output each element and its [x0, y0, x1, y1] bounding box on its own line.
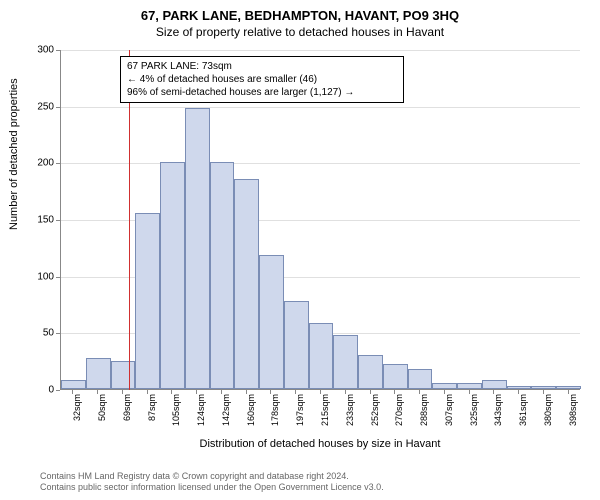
y-tick-mark	[56, 390, 60, 391]
x-tick-label: 288sqm	[419, 394, 429, 434]
info-line-3: 96% of semi-detached houses are larger (…	[127, 86, 397, 99]
grid-line	[61, 163, 580, 164]
x-tick-label: 160sqm	[246, 394, 256, 434]
x-tick-label: 343sqm	[493, 394, 503, 434]
bar	[531, 386, 556, 389]
y-tick-mark	[56, 333, 60, 334]
y-tick-mark	[56, 277, 60, 278]
page-title: 67, PARK LANE, BEDHAMPTON, HAVANT, PO9 3…	[0, 0, 600, 23]
bar	[86, 358, 111, 389]
bar	[135, 213, 160, 389]
x-tick-label: 50sqm	[97, 394, 107, 434]
bar	[160, 162, 185, 389]
bar	[61, 380, 86, 389]
y-tick-mark	[56, 107, 60, 108]
x-axis-label: Distribution of detached houses by size …	[60, 438, 580, 450]
y-tick-label: 50	[24, 328, 54, 339]
x-tick-label: 307sqm	[444, 394, 454, 434]
x-tick-label: 87sqm	[147, 394, 157, 434]
bar	[259, 255, 284, 389]
grid-line	[61, 50, 580, 51]
page-subtitle: Size of property relative to detached ho…	[0, 23, 600, 39]
y-tick-label: 200	[24, 158, 54, 169]
footer-line-2: Contains public sector information licen…	[40, 482, 384, 494]
bar	[333, 335, 358, 389]
x-tick-label: 142sqm	[221, 394, 231, 434]
bar	[210, 162, 235, 389]
bar	[358, 355, 383, 389]
info-box: 67 PARK LANE: 73sqm ← 4% of detached hou…	[120, 56, 404, 103]
grid-line	[61, 107, 580, 108]
x-tick-label: 105sqm	[171, 394, 181, 434]
y-tick-label: 300	[24, 45, 54, 56]
bar	[408, 369, 433, 389]
x-tick-label: 252sqm	[370, 394, 380, 434]
bar	[507, 386, 532, 389]
x-tick-label: 233sqm	[345, 394, 355, 434]
info-line-1: 67 PARK LANE: 73sqm	[127, 60, 397, 73]
bar	[556, 386, 581, 389]
y-axis-label: Number of detached properties	[8, 78, 20, 230]
x-tick-label: 325sqm	[469, 394, 479, 434]
x-tick-label: 270sqm	[394, 394, 404, 434]
bar	[457, 383, 482, 389]
bar	[432, 383, 457, 389]
chart-area: 050100150200250300 32sqm50sqm69sqm87sqm1…	[60, 50, 580, 420]
bar	[284, 301, 309, 389]
footer: Contains HM Land Registry data © Crown c…	[40, 471, 384, 494]
bar	[234, 179, 259, 389]
footer-line-1: Contains HM Land Registry data © Crown c…	[40, 471, 384, 483]
y-tick-label: 100	[24, 271, 54, 282]
y-tick-mark	[56, 220, 60, 221]
x-tick-label: 215sqm	[320, 394, 330, 434]
x-tick-label: 398sqm	[568, 394, 578, 434]
bar	[309, 323, 334, 389]
x-tick-label: 380sqm	[543, 394, 553, 434]
bar	[185, 108, 210, 389]
x-tick-label: 197sqm	[295, 394, 305, 434]
x-tick-label: 361sqm	[518, 394, 528, 434]
y-tick-label: 0	[24, 385, 54, 396]
x-tick-label: 124sqm	[196, 394, 206, 434]
y-tick-mark	[56, 163, 60, 164]
y-tick-mark	[56, 50, 60, 51]
y-tick-label: 250	[24, 101, 54, 112]
bar	[383, 364, 408, 389]
y-tick-label: 150	[24, 215, 54, 226]
bar	[482, 380, 507, 389]
bar	[111, 361, 136, 389]
x-tick-label: 178sqm	[270, 394, 280, 434]
info-line-2: ← 4% of detached houses are smaller (46)	[127, 73, 397, 86]
x-tick-label: 32sqm	[72, 394, 82, 434]
x-tick-label: 69sqm	[122, 394, 132, 434]
